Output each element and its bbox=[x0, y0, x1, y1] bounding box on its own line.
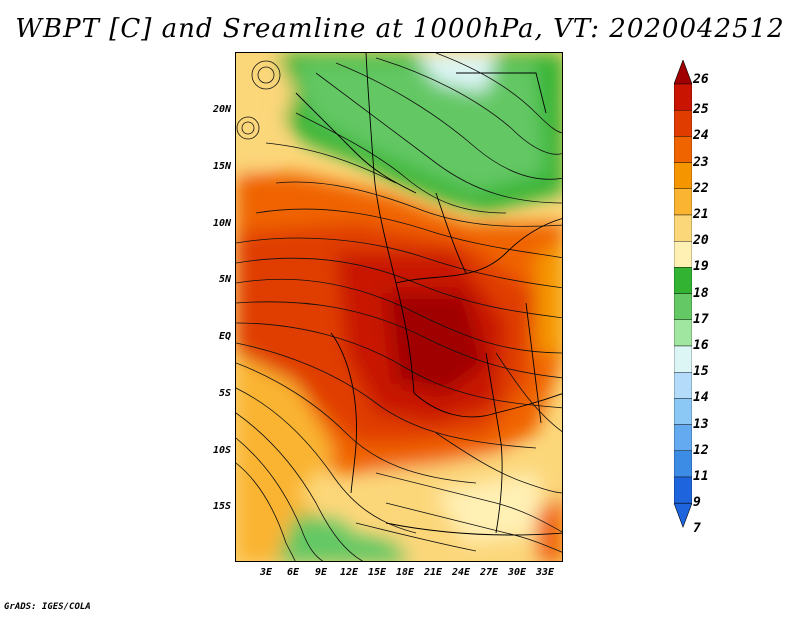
colorbar-label: 17 bbox=[693, 311, 709, 327]
lon-label-9e: 9E bbox=[314, 567, 328, 578]
colorbar-segment bbox=[674, 293, 692, 321]
colorbar-label: 22 bbox=[693, 180, 709, 196]
lon-label-21e: 21E bbox=[423, 567, 443, 578]
lon-label-24e: 24E bbox=[451, 567, 471, 578]
colorbar-segment bbox=[674, 83, 692, 111]
grads-credit: GrADS: IGES/COLA bbox=[4, 602, 91, 612]
colorbar-segment bbox=[674, 267, 692, 294]
colorbar-label: 12 bbox=[693, 442, 709, 458]
lon-label-18e: 18E bbox=[395, 567, 415, 578]
colorbar-label: 14 bbox=[693, 390, 709, 406]
country-borders bbox=[295, 53, 562, 536]
lat-label-5s: 5S bbox=[218, 388, 231, 399]
lat-label-15s: 15S bbox=[212, 501, 231, 512]
colorbar-segment bbox=[674, 162, 692, 189]
colorbar-label: 20 bbox=[693, 233, 709, 249]
colorbar-label: 25 bbox=[693, 102, 709, 118]
colorbar-bottom-arrow bbox=[674, 502, 692, 529]
colorbar-segment bbox=[674, 110, 692, 137]
colorbar-top-arrow bbox=[674, 60, 692, 85]
lat-label-20n: 20N bbox=[212, 104, 231, 115]
wbpt-streamline-map bbox=[236, 53, 562, 561]
lon-label-27e: 27E bbox=[479, 567, 499, 578]
colorbar-label: 19 bbox=[693, 259, 709, 275]
colorbar-label: 24 bbox=[693, 128, 709, 144]
colorbar-segment bbox=[674, 319, 692, 347]
lon-label-33e: 33E bbox=[535, 567, 555, 578]
lat-label-5n: 5N bbox=[218, 274, 231, 285]
colorbar-label: 13 bbox=[693, 416, 709, 432]
streamlines bbox=[236, 53, 562, 561]
colorbar-segment bbox=[674, 372, 692, 399]
map-title: WBPT [C] and Sreamline at 1000hPa, VT: 2… bbox=[15, 14, 785, 44]
lon-label-3e: 3E bbox=[259, 567, 273, 578]
colorbar-label: 9 bbox=[693, 495, 701, 511]
colorbar-label: 26 bbox=[693, 72, 709, 87]
colorbar-segment bbox=[674, 424, 692, 452]
lat-label-15n: 15N bbox=[212, 161, 231, 172]
colorbar-segment bbox=[674, 214, 692, 242]
colorbar-segment bbox=[674, 136, 692, 163]
colorbar-label: 7 bbox=[693, 521, 701, 537]
lon-label-30e: 30E bbox=[507, 567, 527, 578]
lon-label-15e: 15E bbox=[367, 567, 387, 578]
colorbar bbox=[674, 60, 692, 529]
lon-label-12e: 12E bbox=[339, 567, 359, 578]
lat-label-10n: 10N bbox=[212, 218, 231, 229]
colorbar-segment bbox=[674, 476, 692, 504]
colorbar-segment bbox=[674, 240, 692, 268]
lat-label-eq: EQ bbox=[218, 331, 231, 342]
colorbar-label: 18 bbox=[693, 285, 709, 301]
colorbar-label: 16 bbox=[693, 338, 709, 353]
map-panel bbox=[235, 52, 563, 562]
colorbar-segment bbox=[674, 450, 692, 478]
lat-label-10s: 10S bbox=[212, 445, 231, 456]
colorbar-segment bbox=[674, 188, 692, 216]
colorbar-label: 15 bbox=[693, 364, 709, 380]
colorbar-label: 11 bbox=[693, 469, 709, 484]
colorbar-segment bbox=[674, 345, 692, 373]
colorbar-label: 21 bbox=[693, 207, 709, 222]
colorbar-label: 23 bbox=[693, 154, 709, 170]
lon-label-6e: 6E bbox=[286, 567, 300, 578]
colorbar-segment bbox=[674, 398, 692, 425]
